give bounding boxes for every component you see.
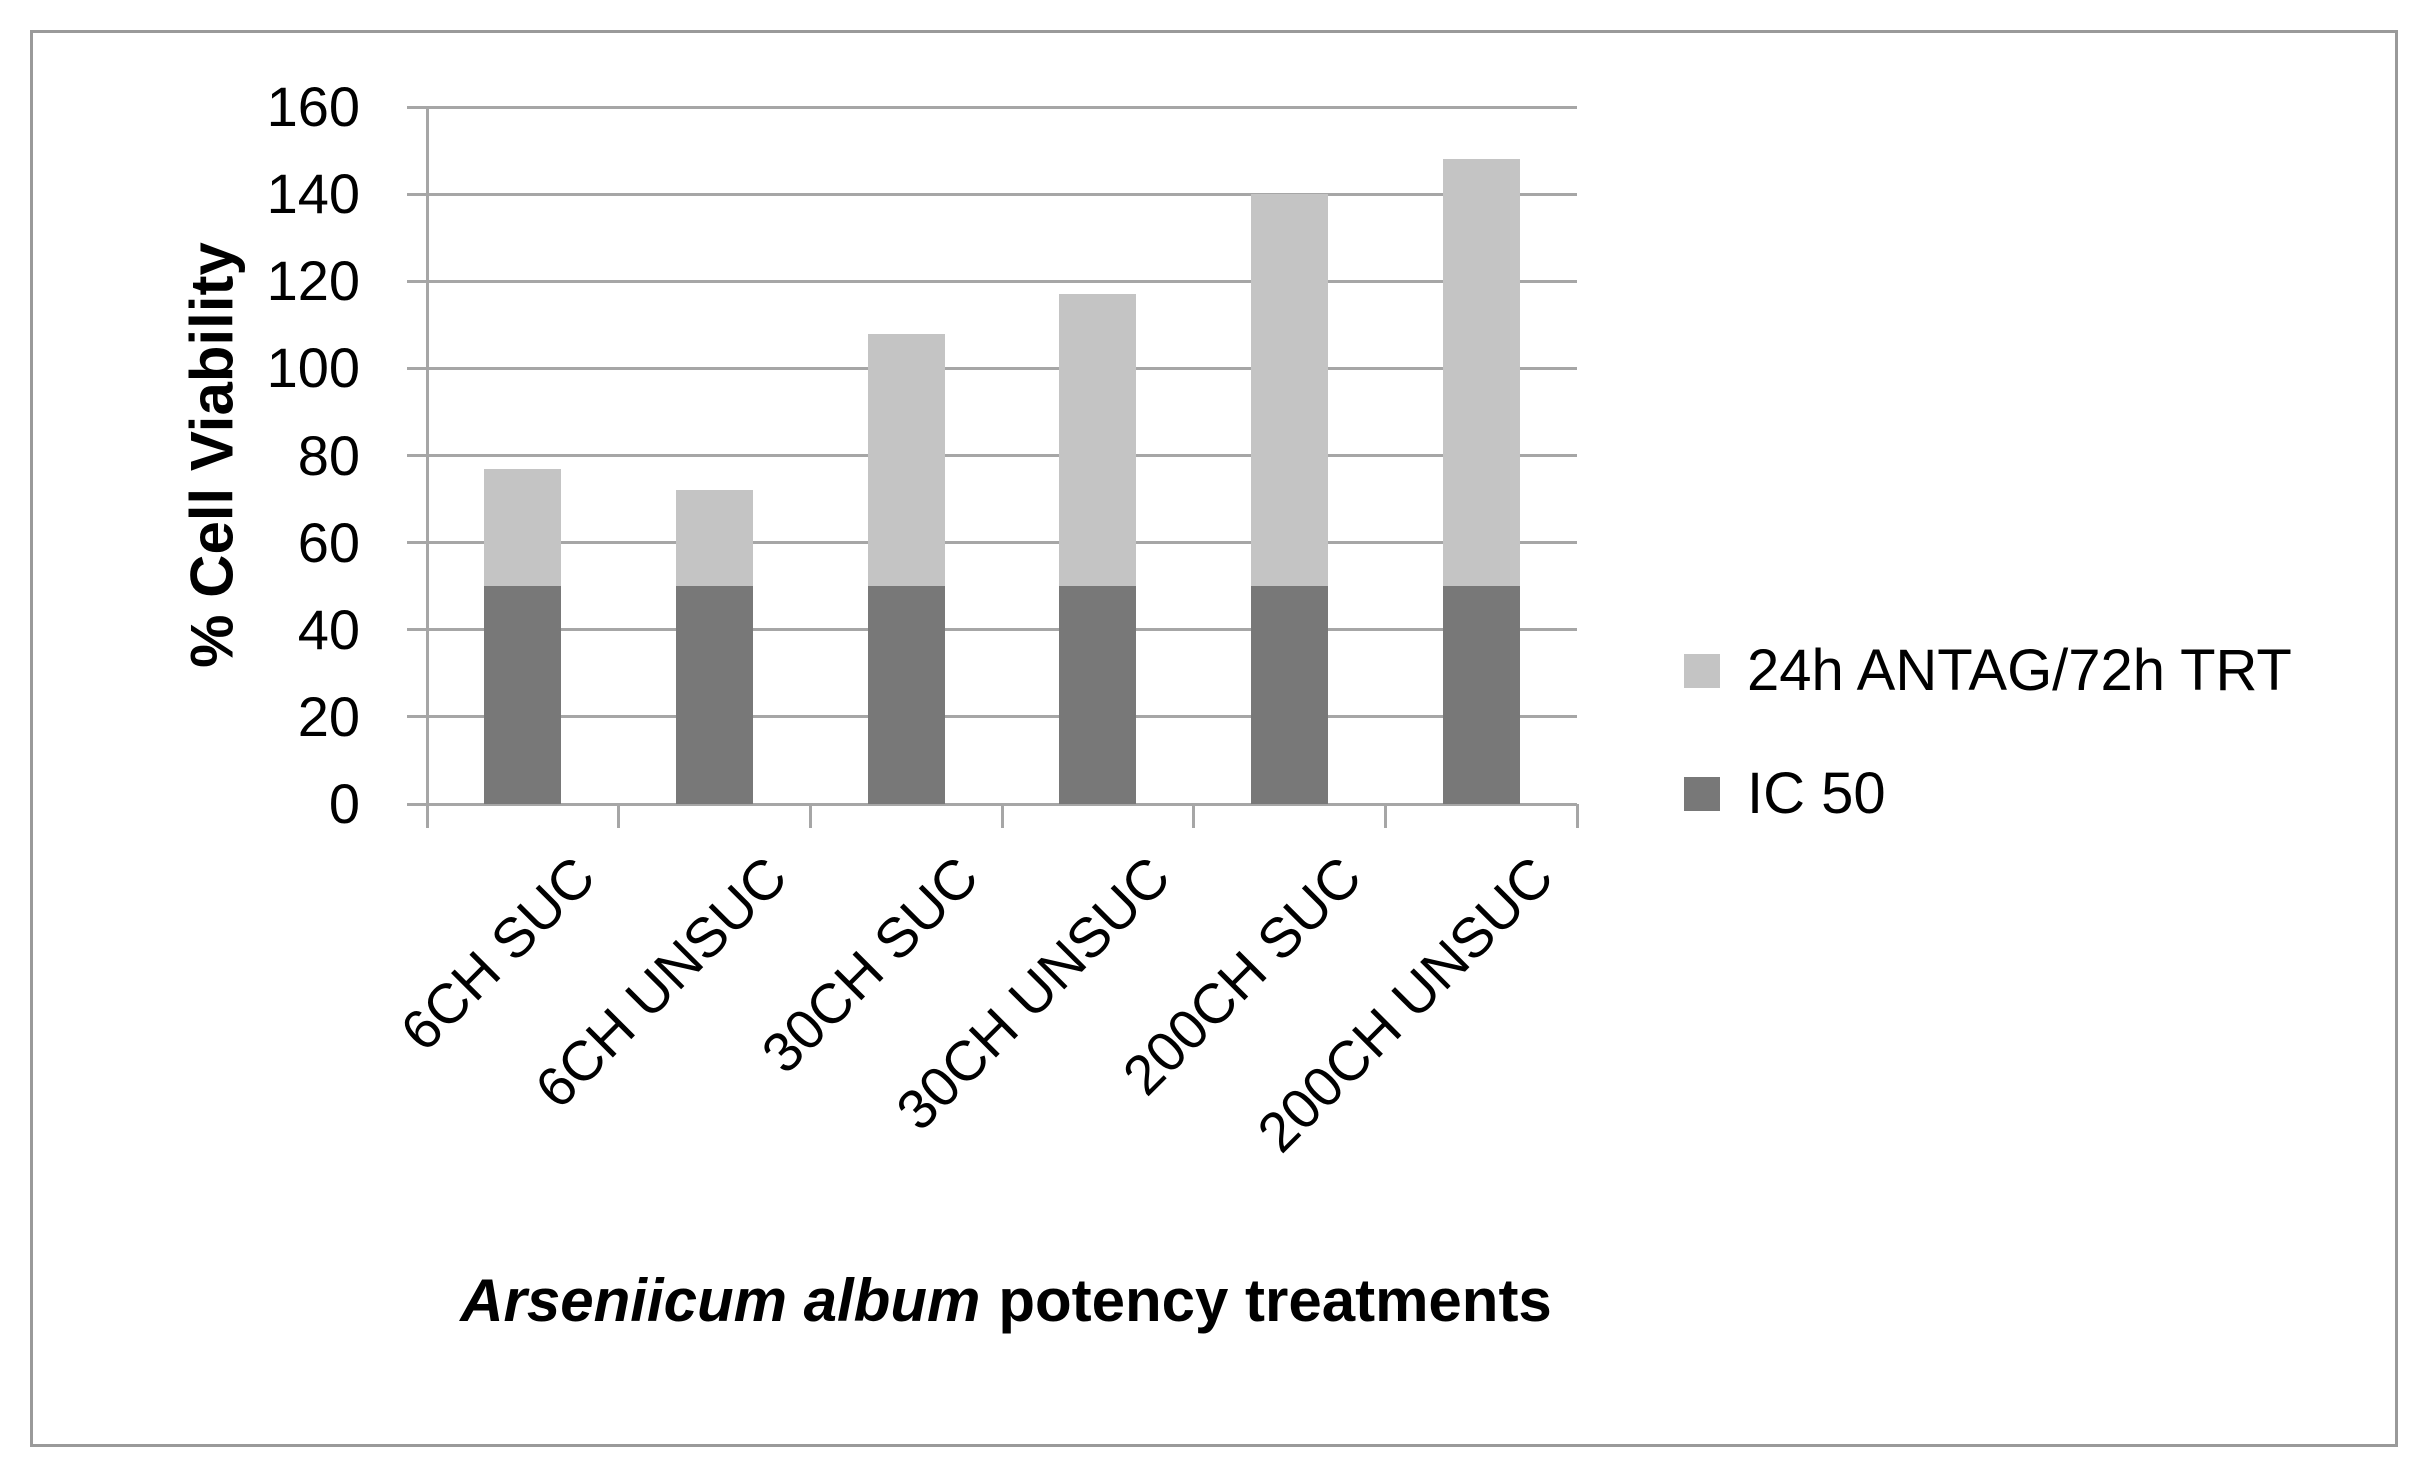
x-axis-tick bbox=[617, 804, 621, 828]
legend-entry: 24h ANTAG/72h TRT bbox=[1684, 640, 2292, 702]
x-axis-title-regular-part: potency treatments bbox=[998, 1267, 1552, 1334]
x-axis-tick bbox=[1575, 804, 1579, 828]
gridline-120 bbox=[427, 279, 1577, 283]
y-axis-title: % Cell Viability bbox=[178, 242, 246, 668]
x-axis-title: Arseniicum album potency treatments bbox=[460, 1266, 1552, 1335]
bar-30CH UNSUC-IC 50 bbox=[1059, 586, 1137, 804]
x-axis-tick bbox=[808, 804, 812, 828]
x-axis-title-italic-part: Arseniicum album bbox=[460, 1267, 981, 1334]
bar-200CH UNSUC-IC 50 bbox=[1442, 586, 1520, 804]
y-tick-label: 40 bbox=[297, 597, 360, 661]
legend: 24h ANTAG/72h TRT IC 50 bbox=[1684, 640, 2292, 886]
gridline-80 bbox=[427, 454, 1577, 457]
chart-outer-border bbox=[30, 30, 2398, 1447]
legend-swatch-icon bbox=[1684, 777, 1720, 811]
y-axis-tick bbox=[407, 105, 427, 109]
x-axis-tick bbox=[1192, 804, 1196, 828]
bar-30CH UNSUC-24h ANTAG/72h TRT bbox=[1059, 294, 1137, 587]
x-axis-tick bbox=[1000, 804, 1004, 828]
y-axis-tick bbox=[407, 628, 427, 632]
bar-30CH SUC-IC 50 bbox=[867, 586, 945, 804]
y-tick-label: 20 bbox=[297, 684, 360, 748]
bar-6CH UNSUC-24h ANTAG/72h TRT bbox=[676, 490, 753, 587]
bar-6CH SUC-24h ANTAG/72h TRT bbox=[484, 468, 562, 587]
bar-200CH UNSUC-24h ANTAG/72h TRT bbox=[1442, 159, 1520, 587]
x-axis-tick bbox=[1383, 804, 1387, 828]
gridline-20 bbox=[427, 715, 1577, 719]
legend-entry: IC 50 bbox=[1684, 763, 2292, 825]
y-axis-tick bbox=[407, 192, 427, 196]
y-axis-tick bbox=[407, 454, 427, 457]
x-axis-tick bbox=[425, 804, 429, 828]
y-tick-label: 160 bbox=[266, 75, 360, 138]
y-tick-label: 80 bbox=[297, 423, 360, 487]
legend-label: IC 50 bbox=[1747, 761, 1886, 826]
y-axis-tick bbox=[407, 802, 427, 806]
y-tick-label: 0 bbox=[328, 772, 360, 835]
y-axis-tick bbox=[407, 715, 427, 719]
legend-label: 24h ANTAG/72h TRT bbox=[1747, 638, 2292, 703]
gridline-100 bbox=[427, 366, 1577, 370]
bar-6CH UNSUC-IC 50 bbox=[676, 586, 753, 804]
y-tick-label: 140 bbox=[266, 162, 360, 226]
bar-6CH SUC-IC 50 bbox=[484, 586, 562, 804]
gridline-160 bbox=[427, 105, 1577, 109]
y-tick-label: 120 bbox=[266, 249, 360, 313]
y-axis-line bbox=[425, 107, 429, 828]
y-tick-label: 60 bbox=[297, 510, 360, 574]
gridline-60 bbox=[427, 541, 1577, 545]
y-axis-tick bbox=[407, 541, 427, 545]
bar-200CH SUC-24h ANTAG/72h TRT bbox=[1251, 194, 1328, 587]
y-axis-tick bbox=[407, 366, 427, 370]
y-tick-label: 100 bbox=[266, 336, 360, 400]
legend-swatch-icon bbox=[1684, 654, 1720, 688]
gridline-40 bbox=[427, 628, 1577, 632]
y-axis-tick bbox=[407, 279, 427, 283]
bar-200CH SUC-IC 50 bbox=[1251, 586, 1328, 804]
bar-30CH SUC-24h ANTAG/72h TRT bbox=[867, 333, 945, 587]
gridline-140 bbox=[427, 192, 1577, 196]
